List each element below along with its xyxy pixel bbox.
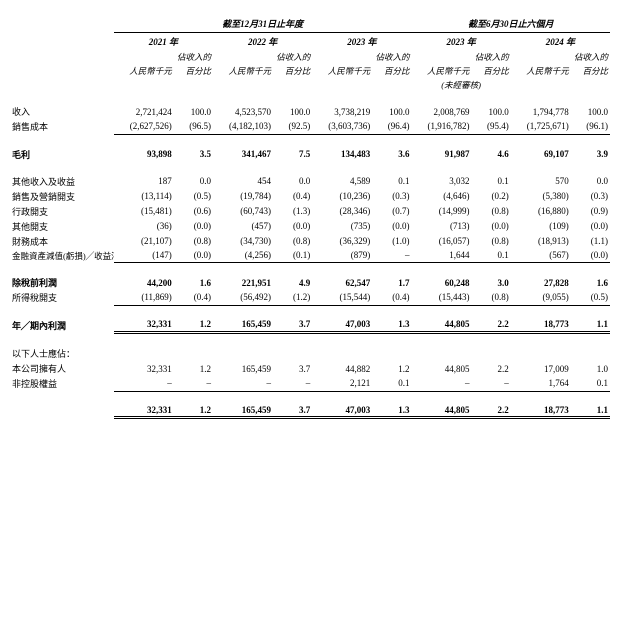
row-owners: 本公司擁有人 32,3311.2 165,4593.7 44,8821.2 44… [10,361,610,376]
row-cost: 銷售成本 (2,627,526)(96.5) (4,182,103)(92.5)… [10,119,610,134]
year-2023b: 2023 年 [412,33,511,51]
unaudited-note: (未經審核) [412,78,511,92]
row-revenue: 收入 2,721,424100.0 4,523,570100.0 3,738,2… [10,104,610,119]
row-other-exp: 其他開支 (36)(0.0) (457)(0.0) (735)(0.0) (71… [10,219,610,234]
row-impairment: 金融資產減值(虧損)╱收益淨額 (147)(0.0) (4,256)(0.1) … [10,249,610,263]
row-selling: 銷售及營銷開支 (13,114)(0.5) (19,784)(0.4) (10,… [10,189,610,204]
row-finance: 財務成本 (21,107)(0.8) (34,730)(0.8) (36,329… [10,234,610,249]
row-total: 32,3311.2 165,4593.7 47,0031.3 44,8052.2… [10,404,610,418]
row-nci: 非控股權益 –– –– 2,1210.1 –– 1,7640.1 [10,376,610,391]
row-tax: 所得稅開支 (11,869)(0.4) (56,492)(1.2) (15,54… [10,290,610,305]
period1-header: 截至12月31日止年度 [114,15,412,33]
year-2021: 2021 年 [114,33,213,51]
year-2024: 2024 年 [511,33,610,51]
year-2023a: 2023 年 [312,33,411,51]
row-gross-profit: 毛利 93,8983.5 341,4677.5 134,4833.6 91,98… [10,147,610,162]
row-admin: 行政開支 (15,481)(0.6) (60,743)(1.3) (28,346… [10,204,610,219]
period2-header: 截至6月30日止六個月 [412,15,610,33]
year-2022: 2022 年 [213,33,312,51]
row-attributable-header: 以下人士應佔： [10,346,610,361]
row-pbt: 除稅前利潤 44,2001.6 221,9514.9 62,5471.7 60,… [10,275,610,290]
row-other-income: 其他收入及收益 1870.0 4540.0 4,5890.1 3,0320.1 … [10,174,610,189]
financial-table: 截至12月31日止年度 截至6月30日止六個月 2021 年 2022 年 20… [10,15,610,419]
row-profit: 年╱期內利潤 32,3311.2 165,4593.7 47,0031.3 44… [10,318,610,333]
